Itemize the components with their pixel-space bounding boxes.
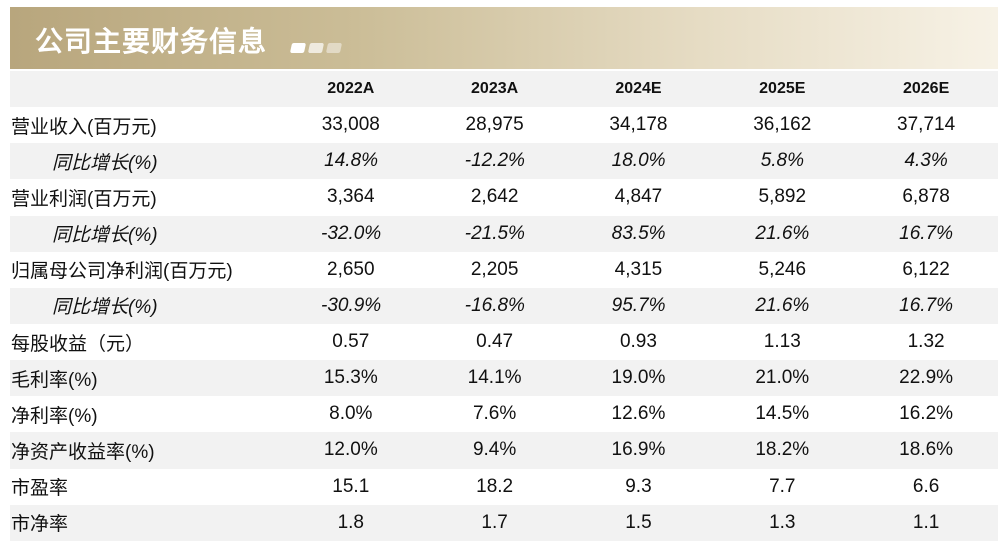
table-cell: 2,205 <box>470 258 519 280</box>
table-cell: 16.7% <box>899 294 954 316</box>
table-cell: 28,975 <box>465 114 524 136</box>
row-label: 净资产收益率(%) <box>11 441 155 463</box>
table-cell: -30.9% <box>321 294 382 316</box>
table-cell: 18.2 <box>476 475 514 497</box>
table-row: 每股收益（元） 0.57 0.47 0.93 1.13 1.32 <box>10 324 998 360</box>
table-cell: 12.6% <box>611 403 666 425</box>
table-cell: 1.3 <box>769 511 796 533</box>
table-cell: 6,122 <box>902 258 950 280</box>
row-label: 毛利率(%) <box>11 369 98 391</box>
table-header-row: 2022A 2023A 2024E 2025E 2026E <box>10 71 998 108</box>
table-cell: 16.7% <box>899 222 954 244</box>
row-label: 营业利润(百万元) <box>11 188 157 210</box>
table-cell: 5.8% <box>760 150 805 172</box>
table-cell: -16.8% <box>464 294 525 316</box>
table-cell: 14.8% <box>324 150 379 172</box>
table-cell: 1.8 <box>337 511 364 533</box>
table-cell: 36,162 <box>753 114 812 136</box>
row-label: 市盈率 <box>11 478 69 500</box>
decorative-dots-icon <box>289 43 343 53</box>
table-cell: 34,178 <box>609 114 668 136</box>
table-cell: 15.3% <box>323 367 378 389</box>
table-cell: 0.57 <box>332 331 370 353</box>
table-cell: 6.6 <box>912 475 940 497</box>
row-label: 营业收入(百万元) <box>11 116 157 138</box>
table-row: 同比增长(%) -32.0% -21.5% 83.5% 21.6% 16.7% <box>10 215 998 252</box>
financial-table: 2022A 2023A 2024E 2025E 2026E 营业收入(百万元) … <box>10 71 998 541</box>
table-cell: 1.7 <box>481 511 508 533</box>
row-label: 市净率 <box>11 514 69 536</box>
table-row: 营业收入(百万元) 33,008 28,975 34,178 36,162 37… <box>10 107 998 143</box>
column-header: 2024E <box>615 80 662 98</box>
column-header: 2022A <box>327 80 375 98</box>
table-cell: 15.1 <box>332 475 370 497</box>
table-cell: 4,847 <box>614 186 663 208</box>
table-cell: -32.0% <box>321 222 382 244</box>
table-cell: 0.93 <box>619 331 657 353</box>
table-cell: 21.6% <box>755 294 810 316</box>
table-row: 营业利润(百万元) 3,364 2,642 4,847 5,892 6,878 <box>10 179 998 215</box>
table-cell: 83.5% <box>611 222 666 244</box>
banner-title: 公司主要财务信息 <box>35 25 268 58</box>
table-cell: 37,714 <box>897 114 956 136</box>
table-cell: 4,315 <box>614 258 663 280</box>
table-cell: 8.0% <box>329 403 373 425</box>
table-cell: 18.6% <box>899 439 954 461</box>
table-cell: 14.1% <box>467 367 522 389</box>
table-cell: 7.6% <box>472 403 517 425</box>
table-cell: 4.3% <box>904 150 948 172</box>
table-row: 市净率 1.8 1.7 1.5 1.3 1.1 <box>10 504 998 541</box>
table-cell: 18.0% <box>611 150 666 172</box>
table-cell: 22.9% <box>899 367 954 389</box>
table-row: 同比增长(%) -30.9% -16.8% 95.7% 21.6% 16.7% <box>10 287 998 324</box>
table-row: 净资产收益率(%) 12.0% 9.4% 16.9% 18.2% 18.6% <box>10 432 998 469</box>
table-cell: 3,364 <box>327 186 375 208</box>
table-cell: 16.9% <box>611 439 666 461</box>
table-cell: 2,642 <box>470 186 519 208</box>
table-cell: 9.3 <box>625 475 652 497</box>
table-cell: 12.0% <box>323 439 378 461</box>
row-label: 归属母公司净利润(百万元) <box>11 261 233 283</box>
table-cell: 19.0% <box>611 367 666 389</box>
table-cell: 21.6% <box>755 222 810 244</box>
table-cell: 16.2% <box>899 403 954 425</box>
table-cell: 14.5% <box>755 403 810 425</box>
table-row: 归属母公司净利润(百万元) 2,650 2,205 4,315 5,246 6,… <box>10 252 998 288</box>
table-cell: -21.5% <box>464 222 525 244</box>
table-row: 市盈率 15.1 18.2 9.3 7.7 6.6 <box>10 469 998 505</box>
row-label: 净利率(%) <box>11 405 98 427</box>
table-cell: 2,650 <box>327 258 375 280</box>
row-label: 同比增长(%) <box>52 297 158 319</box>
table-cell: 1.5 <box>625 511 652 533</box>
table-cell: 9.4% <box>472 439 517 461</box>
table-cell: 95.7% <box>611 294 666 316</box>
table-row: 同比增长(%) 14.8% -12.2% 18.0% 5.8% 4.3% <box>10 143 998 180</box>
table-cell: 18.2% <box>755 439 810 461</box>
table-cell: 5,892 <box>758 186 807 208</box>
table-cell: 0.47 <box>476 331 514 353</box>
row-label: 每股收益（元） <box>11 333 145 355</box>
table-cell: 33,008 <box>321 114 380 136</box>
row-label: 同比增长(%) <box>52 152 158 174</box>
table-cell: 1.1 <box>912 511 940 533</box>
table-cell: 1.13 <box>763 331 801 353</box>
table-cell: 1.32 <box>907 331 945 353</box>
column-header: 2025E <box>759 80 806 98</box>
column-header: 2023A <box>471 80 519 98</box>
table-cell: 6,878 <box>902 186 950 208</box>
title-banner: 公司主要财务信息 <box>10 7 998 69</box>
table-cell: 21.0% <box>755 367 810 389</box>
table-cell: 7.7 <box>769 475 796 497</box>
column-header: 2026E <box>902 80 950 98</box>
row-label: 同比增长(%) <box>52 225 158 247</box>
table-row: 净利率(%) 8.0% 7.6% 12.6% 14.5% 16.2% <box>10 396 998 432</box>
table-row: 毛利率(%) 15.3% 14.1% 19.0% 21.0% 22.9% <box>10 360 998 397</box>
table-cell: -12.2% <box>464 150 525 172</box>
table-cell: 5,246 <box>758 258 807 280</box>
